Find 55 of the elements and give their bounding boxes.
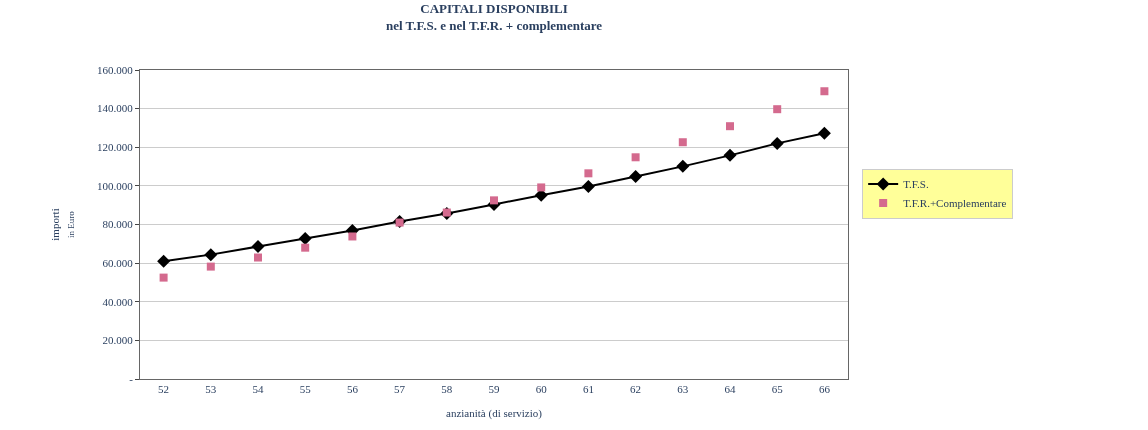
text: in Euro (65, 210, 76, 238)
x-tick-label: 55 (299, 383, 312, 396)
point (584, 169, 593, 178)
point (723, 148, 737, 162)
x-tick-label: 62 (630, 383, 642, 396)
legend-label: T.F.S. (903, 178, 929, 191)
y-tick-label: 40.000 (102, 295, 134, 308)
x-tick-label: 52 (158, 383, 170, 396)
point (206, 262, 215, 271)
x-tick-label: 64 (724, 383, 736, 396)
point (817, 126, 831, 140)
point (537, 183, 546, 192)
point (770, 136, 784, 150)
point (773, 105, 782, 114)
point (301, 243, 310, 252)
x-tick-label: 57 (394, 383, 406, 396)
chart-subtitle: nel T.F.S. e nel T.F.R. + complementare (385, 17, 603, 33)
point (581, 179, 595, 193)
point (157, 254, 171, 268)
x-tick-label: 61 (582, 383, 594, 396)
point (629, 169, 643, 183)
point (631, 153, 640, 162)
y-tick-label: 20.000 (102, 334, 134, 347)
point (395, 218, 404, 227)
legend-label: T.F.R.+Complementare (903, 197, 1007, 210)
x-tick-label: 56 (346, 383, 359, 396)
y-tick-label: 60.000 (102, 256, 134, 269)
y-tick-label: 140.000 (97, 102, 134, 115)
x-tick-label: 65 (771, 383, 784, 396)
point (254, 253, 262, 262)
point (678, 138, 687, 147)
y-tick-label: 120.000 (97, 141, 134, 154)
y-tick-label: 100.000 (97, 179, 134, 192)
x-tick-label: 54 (252, 383, 264, 396)
point (348, 232, 357, 241)
x-tick-label: 66 (818, 383, 831, 396)
y-tick-label: 160.000 (97, 63, 134, 76)
point (298, 232, 312, 246)
x-axis-title: anzianità (di servizio) (446, 407, 543, 421)
y-axis-title: importi (49, 208, 62, 241)
y-tick-label: 80.000 (102, 218, 134, 231)
point (490, 196, 498, 205)
y-tick-label: - (129, 372, 134, 385)
x-tick-label: 63 (677, 383, 689, 396)
point (726, 122, 734, 131)
point (204, 248, 218, 262)
x-tick-label: 58 (441, 383, 453, 396)
x-tick-label: 53 (205, 383, 217, 396)
point (820, 87, 829, 96)
chart-title: CAPITALI DISPONIBILI (420, 0, 568, 16)
x-tick-label: 59 (488, 383, 500, 396)
point (251, 240, 265, 254)
point (676, 159, 690, 173)
x-tick-label: 60 (535, 383, 548, 396)
point (159, 273, 168, 282)
